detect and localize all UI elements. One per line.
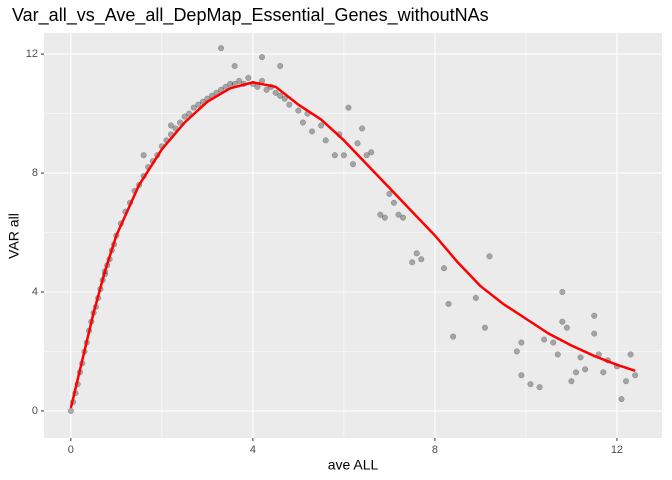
point bbox=[445, 300, 452, 307]
point bbox=[322, 137, 329, 144]
point bbox=[627, 351, 634, 358]
point bbox=[217, 45, 225, 52]
point bbox=[440, 265, 448, 272]
x-tick-label: 8 bbox=[432, 444, 438, 456]
point bbox=[263, 86, 270, 93]
point bbox=[190, 104, 197, 111]
y-axis-title: VAR all bbox=[6, 213, 22, 259]
point bbox=[272, 89, 279, 96]
point bbox=[299, 119, 306, 126]
point bbox=[527, 381, 534, 388]
point bbox=[409, 259, 416, 266]
y-tick-label: 12 bbox=[26, 48, 38, 60]
point bbox=[541, 336, 548, 343]
point bbox=[591, 312, 598, 319]
point bbox=[363, 152, 370, 159]
point bbox=[568, 378, 575, 385]
point bbox=[559, 318, 566, 325]
point bbox=[354, 140, 361, 147]
point bbox=[177, 119, 184, 126]
x-axis-title: ave ALL bbox=[328, 457, 379, 473]
y-tick-label: 8 bbox=[32, 167, 38, 179]
point bbox=[258, 54, 266, 61]
point bbox=[486, 253, 493, 260]
point bbox=[181, 113, 188, 120]
point bbox=[227, 80, 234, 87]
point bbox=[295, 107, 302, 114]
point bbox=[340, 152, 347, 159]
point bbox=[167, 122, 175, 129]
y-tick-label: 4 bbox=[32, 286, 38, 298]
point bbox=[481, 324, 489, 331]
point bbox=[550, 339, 557, 346]
point bbox=[281, 95, 288, 102]
point bbox=[413, 250, 420, 257]
point bbox=[577, 354, 584, 361]
point bbox=[618, 395, 625, 403]
point bbox=[418, 256, 425, 263]
x-tick-label: 12 bbox=[611, 444, 623, 456]
y-tick-label: 0 bbox=[32, 405, 38, 417]
point bbox=[308, 128, 316, 135]
point bbox=[236, 77, 243, 84]
point bbox=[559, 288, 566, 296]
point bbox=[286, 101, 293, 108]
point bbox=[390, 199, 398, 206]
point bbox=[395, 211, 402, 218]
point bbox=[554, 351, 561, 358]
point bbox=[277, 62, 284, 70]
point bbox=[400, 214, 407, 221]
point bbox=[632, 372, 639, 379]
point bbox=[450, 333, 457, 340]
point bbox=[318, 122, 325, 129]
plot-panel bbox=[44, 33, 662, 438]
point bbox=[591, 330, 598, 337]
point bbox=[600, 369, 607, 376]
point bbox=[231, 62, 238, 70]
point bbox=[563, 324, 570, 331]
point bbox=[368, 149, 375, 156]
point bbox=[518, 339, 525, 346]
point bbox=[331, 152, 338, 159]
point bbox=[386, 190, 393, 197]
point bbox=[381, 214, 388, 221]
point bbox=[518, 372, 525, 379]
point bbox=[572, 369, 580, 376]
point bbox=[582, 366, 589, 373]
point bbox=[140, 152, 147, 159]
point bbox=[513, 348, 520, 355]
point bbox=[195, 101, 202, 108]
point bbox=[277, 92, 284, 99]
x-tick-label: 0 bbox=[68, 444, 74, 456]
point bbox=[67, 407, 74, 414]
point bbox=[186, 110, 193, 117]
point bbox=[359, 125, 366, 132]
point bbox=[377, 211, 384, 218]
point bbox=[345, 104, 352, 111]
x-tick-label: 4 bbox=[250, 444, 256, 456]
point bbox=[622, 378, 630, 385]
point bbox=[472, 294, 479, 301]
point bbox=[245, 74, 252, 81]
smooth-line bbox=[69, 81, 636, 409]
point bbox=[349, 161, 357, 168]
chart-title: Var_all_vs_Ave_all_DepMap_Essential_Gene… bbox=[12, 5, 489, 26]
point bbox=[536, 384, 543, 391]
